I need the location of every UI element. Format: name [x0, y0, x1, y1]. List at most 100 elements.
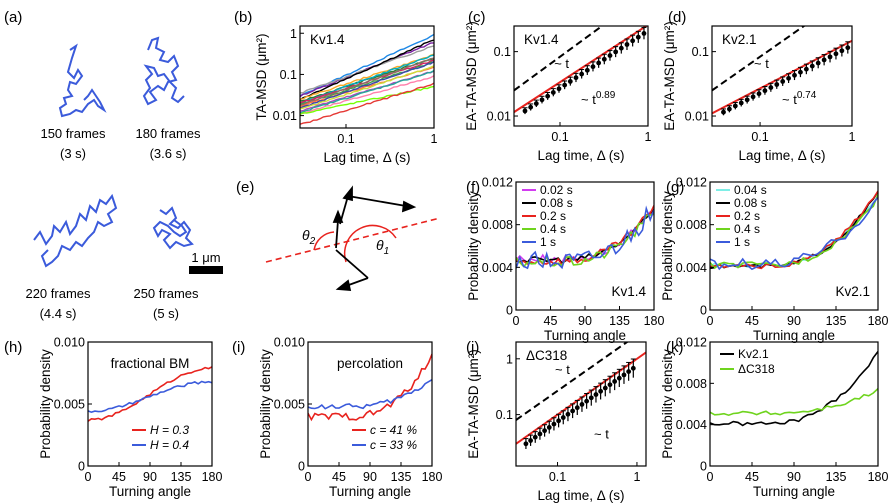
ref-slope-label-d: ~ t: [754, 56, 769, 71]
xlabel-g: Turning angle: [753, 328, 835, 343]
series-line-h-0: [88, 366, 212, 422]
theta2-label: θ2: [302, 227, 316, 247]
data-point-j-9: [565, 411, 571, 417]
data-point-c-20: [635, 34, 641, 40]
ylabel-b: TA-MSD (μm²): [254, 33, 269, 120]
legend-label-g-1: 0.08 s: [734, 196, 767, 210]
xtick-label-h-4: 180: [202, 470, 223, 484]
chart-c: ~ t ~ t0.89 0.1 1 0.01 0.1 Lag time, Δ (s) EA-T…: [464, 9, 652, 163]
series-line-k-1: [710, 388, 878, 417]
xlabel-j: Lag time, Δ (s): [537, 488, 624, 503]
xtick-label-j-1: 1: [633, 470, 640, 484]
legend-label-g-0: 0.04 s: [734, 183, 767, 197]
legend-label-h-0: H = 0.3: [150, 423, 189, 437]
data-point-c-10: [579, 71, 585, 77]
ytick-label-b-2: 1: [290, 27, 297, 41]
series-line-g-3: [710, 193, 878, 270]
ytick-label-f-0: 0: [506, 304, 513, 318]
xtick-label-h-2: 90: [143, 470, 157, 484]
plot-area-k: [710, 351, 878, 427]
chart-i: 0 45 90 135 180 0 0.005 0.010 Turning angle Proba…: [232, 336, 442, 500]
data-point-c-2: [533, 101, 539, 106]
data-point-c-7: [562, 82, 568, 88]
trajectory-2-frames: 180 frames: [135, 126, 201, 141]
xtick-label-f-1: 45: [544, 314, 558, 328]
data-point-d-8: [768, 85, 774, 90]
trajectory-4-duration: (5 s): [153, 306, 179, 321]
data-point-d-17: [821, 57, 827, 63]
data-point-d-10: [780, 79, 786, 84]
series-line-h-1: [88, 380, 212, 414]
data-point-c-13: [596, 60, 602, 66]
chart-g: 0 45 90 135 180 0 0.004 0.008 0.012 Turning angle…: [660, 176, 888, 344]
legend-label-f-4: 1 s: [540, 235, 556, 249]
fit-slope-label-d: ~ t0.74: [782, 90, 817, 107]
series-line-b-1: [300, 42, 434, 98]
data-point-c-16: [613, 49, 619, 55]
ytick-label-g-1: 0.004: [676, 261, 707, 275]
ytick-label-k-1: 0.004: [676, 418, 707, 432]
panel-label-f: (f): [466, 179, 480, 196]
data-point-c-6: [556, 86, 562, 92]
xtick-label-c-1: 1: [645, 130, 652, 144]
fit-exponent-d: 0.74: [797, 90, 817, 101]
data-point-d-7: [762, 88, 768, 94]
theta1-label: θ1: [376, 237, 389, 257]
ylabel-h: Probability density: [38, 349, 53, 459]
panel-title-j: ΔC318: [526, 348, 567, 363]
ref-slope-label-j: ~ t: [555, 362, 570, 377]
data-point-j-19: [612, 379, 618, 384]
series-line-b-12: [300, 65, 434, 110]
ylabel-c: EA-TA-MSD (μm²): [464, 21, 479, 131]
ylabel-d: EA-TA-MSD (μm²): [662, 21, 677, 131]
series-line-i-0: [308, 353, 432, 422]
xtick-label-i-4: 180: [422, 470, 443, 484]
data-point-j-1: [528, 438, 533, 443]
series-line-b-11: [300, 60, 434, 109]
plot-area-d: [712, 26, 852, 116]
ytick-label-d-1: 0.1: [692, 45, 709, 59]
legend-label-f-3: 0.4 s: [540, 222, 566, 236]
xtick-label-i-1: 45: [332, 470, 346, 484]
fit-exponent-c: 0.89: [596, 90, 616, 101]
data-point-d-3: [738, 100, 744, 106]
xtick-label-k-0: 0: [707, 470, 714, 484]
data-point-d-16: [815, 60, 821, 66]
data-point-d-4: [744, 97, 750, 103]
panel-label-j: (j): [466, 339, 479, 356]
data-point-c-14: [601, 56, 607, 62]
ytick-label-h-0: 0: [78, 460, 85, 474]
xtick-label-g-4: 180: [868, 314, 889, 328]
data-point-d-19: [833, 51, 839, 57]
data-point-j-3: [537, 431, 543, 437]
data-point-d-2: [732, 103, 738, 109]
plot-area-c: [514, 26, 648, 115]
chart-k: 0 45 90 135 180 0 0.004 0.008 0.012 Turning angle…: [660, 336, 888, 500]
trajectory-2-duration: (3.6 s): [150, 146, 187, 161]
xlabel-k: Turning angle: [753, 484, 835, 499]
ytick-label-b-1: 0.1: [280, 68, 297, 82]
legend-label-g-4: 1 s: [734, 235, 750, 249]
trajectory-1-frames: 150 frames: [40, 126, 106, 141]
data-point-j-8: [560, 415, 566, 420]
fit-line-j: [516, 351, 646, 445]
data-point-j-10: [570, 408, 576, 414]
data-point-j-23: [630, 365, 636, 371]
xlabel-b: Lag time, Δ (s): [323, 150, 410, 165]
data-point-d-6: [756, 91, 762, 97]
xtick-label-i-0: 0: [305, 470, 312, 484]
data-point-c-8: [567, 79, 573, 84]
data-point-j-21: [621, 372, 627, 378]
axes-frame-j: [515, 341, 647, 467]
panel-label-k: (k): [666, 339, 684, 356]
xtick-label-g-2: 90: [787, 314, 801, 328]
trajectory-3: [33, 193, 118, 268]
legend-label-h-1: H = 0.4: [150, 438, 189, 452]
data-point-c-5: [550, 90, 556, 95]
legend-label-i-0: c = 41 %: [370, 423, 417, 437]
xtick-label-g-3: 135: [826, 314, 847, 328]
step-arrows: [332, 185, 417, 291]
series-line-f-3: [516, 213, 654, 268]
panel-title-d: Kv2.1: [722, 32, 757, 47]
